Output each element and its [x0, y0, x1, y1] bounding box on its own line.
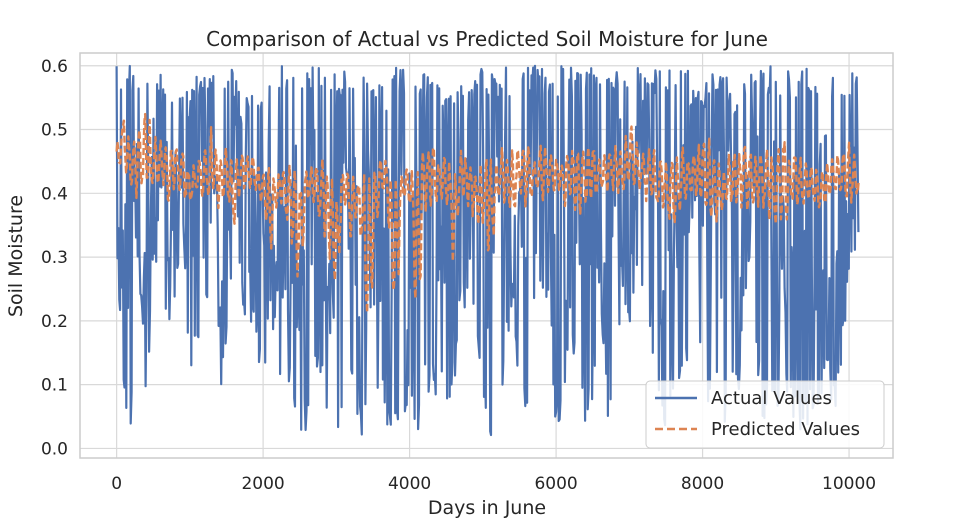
y-tick-label: 0.5: [41, 121, 68, 141]
tick-labels: 0 2000 4000 6000 8000 10000 0.0 0.1 0.2 0.3 0.4 0.5…: [41, 57, 876, 494]
legend-label-predicted: Predicted Values: [711, 419, 860, 440]
x-tick-label: 8000: [681, 474, 724, 494]
x-axis-label: Days in June: [428, 497, 546, 519]
y-tick-label: 0.3: [41, 248, 68, 268]
y-tick-label: 0.4: [41, 184, 68, 204]
plot-series: [115, 64, 860, 437]
legend-label-actual: Actual Values: [711, 388, 832, 409]
legend: Actual Values Predicted Values: [645, 380, 885, 449]
y-tick-label: 0.1: [41, 376, 68, 396]
y-tick-label: 0.6: [41, 57, 68, 77]
x-tick-label: 10000: [822, 474, 876, 494]
x-tick-label: 2000: [241, 474, 284, 494]
y-axis-label: Soil Moisture: [5, 195, 27, 317]
x-tick-label: 6000: [534, 474, 577, 494]
plot-frame: [79, 52, 894, 459]
legend-box: [645, 380, 885, 449]
y-tick-label: 0.0: [41, 439, 68, 459]
x-tick-label: 4000: [388, 474, 431, 494]
y-tick-label: 0.2: [41, 312, 68, 332]
series-line-predicted: [115, 112, 860, 314]
x-tick-label: 0: [111, 474, 122, 494]
chart-title: Comparison of Actual vs Predicted Soil M…: [206, 27, 768, 51]
